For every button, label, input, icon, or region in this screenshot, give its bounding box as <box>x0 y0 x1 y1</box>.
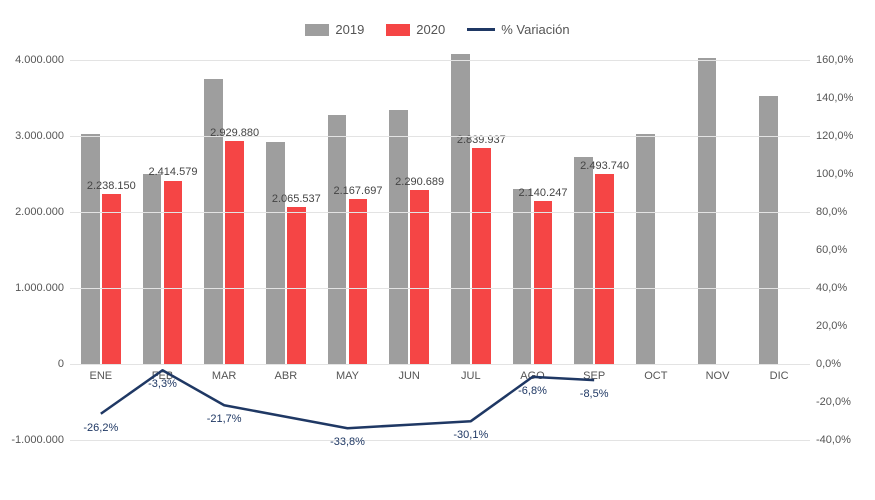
bar-2019 <box>266 142 285 364</box>
y-right-tick: 0,0% <box>816 358 841 370</box>
category: MAY2.167.697 <box>317 60 379 440</box>
bar-2019 <box>328 115 347 364</box>
legend-swatch-2020 <box>386 24 410 36</box>
category: SEP2.493.740 <box>563 60 625 440</box>
bar-2020 <box>410 190 429 364</box>
category-label: AGO <box>502 370 564 382</box>
category-label: JUL <box>440 370 502 382</box>
y-right-tick: 80,0% <box>816 206 847 218</box>
legend-item-variation: % Variación <box>467 22 569 37</box>
legend-item-2019: 2019 <box>305 22 364 37</box>
y-right-tick: -40,0% <box>816 434 851 446</box>
y-right-tick: 60,0% <box>816 244 847 256</box>
bar-2020 <box>225 141 244 364</box>
bar-2020 <box>164 181 183 365</box>
bar-2019 <box>574 157 593 364</box>
category-label: MAR <box>193 370 255 382</box>
y-right-tick: 20,0% <box>816 320 847 332</box>
variation-value: -3,3% <box>148 378 177 390</box>
bar-2019 <box>81 134 100 364</box>
grid-line <box>70 136 810 137</box>
y-right-tick: 40,0% <box>816 282 847 294</box>
legend-label-2020: 2020 <box>416 22 445 37</box>
category-label: NOV <box>687 370 749 382</box>
grid-line <box>70 364 810 365</box>
variation-value: -8,5% <box>580 388 609 400</box>
bar-2020 <box>534 201 553 364</box>
bar-2020 <box>287 207 306 364</box>
legend-line-variation <box>467 28 495 31</box>
chart: 2019 2020 % Variación ENE2.238.150FEB2.4… <box>0 0 875 500</box>
bar-2020-value: 2.414.579 <box>149 166 198 178</box>
category: MAR2.929.880 <box>193 60 255 440</box>
plot-area: ENE2.238.150FEB2.414.579MAR2.929.880ABR2… <box>70 60 810 440</box>
variation-value: -30,1% <box>453 429 488 441</box>
bar-2019 <box>513 189 532 364</box>
category-label: ENE <box>70 370 132 382</box>
category: AGO2.140.247 <box>502 60 564 440</box>
bar-2020-value: 2.065.537 <box>272 193 321 205</box>
grid-line <box>70 212 810 213</box>
bar-2020-value: 2.290.689 <box>395 176 444 188</box>
legend-item-2020: 2020 <box>386 22 445 37</box>
bar-2019 <box>451 54 470 364</box>
y-right-tick: 120,0% <box>816 130 853 142</box>
bar-2020 <box>102 194 121 364</box>
category-label: DIC <box>748 370 810 382</box>
y-left-tick: 1.000.000 <box>4 282 64 294</box>
bar-2019 <box>389 110 408 364</box>
variation-value: -26,2% <box>83 422 118 434</box>
bar-2020-value: 2.167.697 <box>334 185 383 197</box>
y-right-tick: 140,0% <box>816 92 853 104</box>
legend-label-2019: 2019 <box>335 22 364 37</box>
variation-value: -6,8% <box>518 385 547 397</box>
bar-2019 <box>636 134 655 364</box>
variation-value: -33,8% <box>330 436 365 448</box>
category-layer: ENE2.238.150FEB2.414.579MAR2.929.880ABR2… <box>70 60 810 440</box>
y-left-tick: 2.000.000 <box>4 206 64 218</box>
category-label: OCT <box>625 370 687 382</box>
y-left-tick: -1.000.000 <box>4 434 64 446</box>
bar-2019 <box>143 174 162 364</box>
category: DIC <box>748 60 810 440</box>
category: ENE2.238.150 <box>70 60 132 440</box>
bar-2020-value: 2.929.880 <box>210 127 259 139</box>
grid-line <box>70 440 810 441</box>
y-right-tick: 160,0% <box>816 54 853 66</box>
bar-2020-value: 2.140.247 <box>519 187 568 199</box>
bar-2019 <box>204 79 223 364</box>
category: NOV <box>687 60 749 440</box>
category-label: MAY <box>317 370 379 382</box>
legend-swatch-2019 <box>305 24 329 36</box>
bar-2020 <box>472 148 491 364</box>
bar-2020-value: 2.493.740 <box>580 160 629 172</box>
category: JUN2.290.689 <box>378 60 440 440</box>
legend: 2019 2020 % Variación <box>0 22 875 37</box>
grid-line <box>70 288 810 289</box>
bar-2020-value: 2.238.150 <box>87 180 136 192</box>
y-left-tick: 3.000.000 <box>4 130 64 142</box>
y-left-tick: 4.000.000 <box>4 54 64 66</box>
category-label: ABR <box>255 370 317 382</box>
category-label: JUN <box>378 370 440 382</box>
category: OCT <box>625 60 687 440</box>
bar-2020 <box>349 199 368 364</box>
grid-line <box>70 60 810 61</box>
legend-label-variation: % Variación <box>501 22 569 37</box>
y-left-tick: 0 <box>4 358 64 370</box>
y-right-tick: -20,0% <box>816 396 851 408</box>
variation-value: -21,7% <box>207 413 242 425</box>
category: JUL2.839.937 <box>440 60 502 440</box>
category: ABR2.065.537 <box>255 60 317 440</box>
y-right-tick: 100,0% <box>816 168 853 180</box>
category-label: SEP <box>563 370 625 382</box>
bar-2020 <box>595 174 614 364</box>
